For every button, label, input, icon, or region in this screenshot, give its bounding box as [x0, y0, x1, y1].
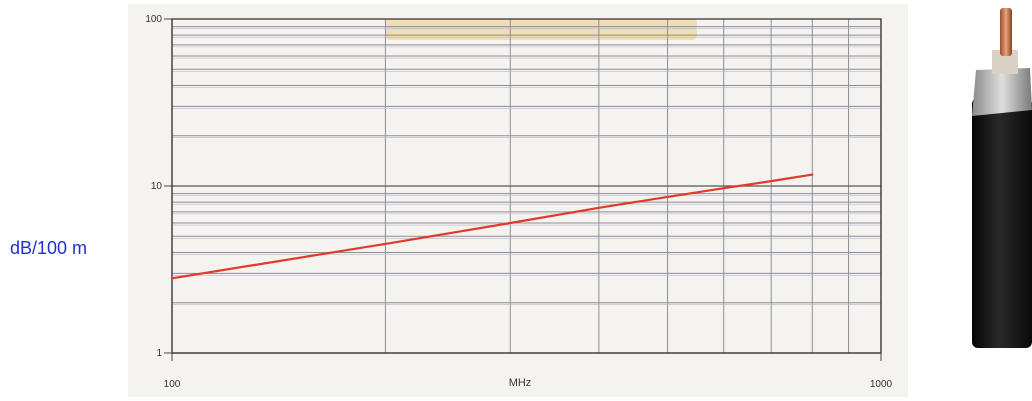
cable-jacket	[972, 98, 1032, 348]
x-axis-label: MHz	[509, 377, 532, 389]
coax-cable-icon	[972, 8, 1032, 348]
cable-conductor	[1000, 8, 1012, 56]
highlight-band	[385, 19, 697, 40]
x-tick-label: 100	[164, 379, 181, 390]
y-axis-label: dB/100 m	[10, 238, 88, 258]
y-tick-label: 100	[145, 14, 162, 25]
cable-braid	[972, 68, 1032, 116]
series-line	[170, 173, 814, 280]
y-tick-label: 10	[151, 181, 163, 192]
y-tick-label: 1	[156, 348, 162, 359]
x-tick-label: 1000	[870, 379, 893, 390]
